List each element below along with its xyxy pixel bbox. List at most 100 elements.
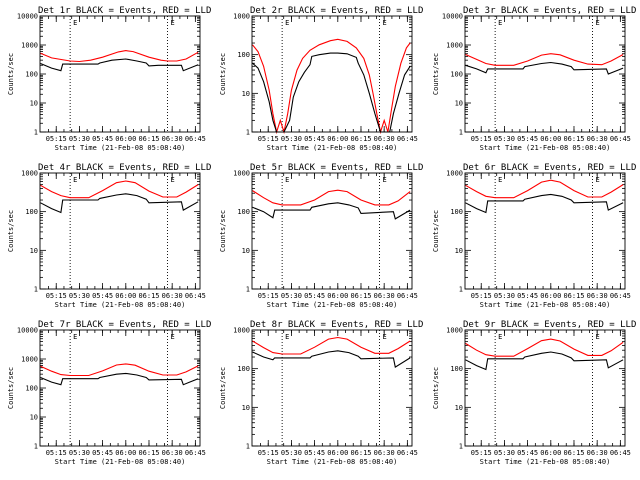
x-tick-label: 05:45 <box>92 449 113 457</box>
x-tick-label: 05:30 <box>281 449 302 457</box>
event-marker-label: E <box>73 19 77 27</box>
x-axis-label: Start Time (21-Feb-08 05:08:40) <box>55 144 186 152</box>
panel-title: Det 2r BLACK = Events, RED = LLD <box>250 6 423 16</box>
x-axis-label: Start Time (21-Feb-08 05:08:40) <box>267 458 398 466</box>
x-tick-label: 05:15 <box>471 449 492 457</box>
event-marker-label: E <box>383 176 387 184</box>
x-axis-label: Start Time (21-Feb-08 05:08:40) <box>55 458 186 466</box>
x-axis-label: Start Time (21-Feb-08 05:08:40) <box>55 301 186 309</box>
x-tick-label: 06:30 <box>587 449 608 457</box>
event-marker-label: E <box>73 333 77 341</box>
y-axis-label: Counts/sec <box>432 367 440 409</box>
x-tick-label: 06:30 <box>587 135 608 143</box>
x-tick-label: 05:15 <box>258 292 279 300</box>
x-tick-label: 06:00 <box>327 449 348 457</box>
y-tick-label: 10 <box>242 404 250 412</box>
x-tick-label: 05:30 <box>494 449 515 457</box>
x-tick-label: 05:45 <box>92 135 113 143</box>
y-tick-label: 100 <box>25 208 38 216</box>
series-line-events <box>40 193 199 214</box>
series-line-events <box>252 202 411 220</box>
y-tick-label: 1 <box>246 129 250 137</box>
x-tick-label: 06:15 <box>350 135 371 143</box>
x-tick-label: 05:15 <box>471 135 492 143</box>
plot-frame <box>464 172 626 290</box>
panel-det-7: Det 7r BLACK = Events, RED = LLD 1 10 100 10… <box>7 320 211 466</box>
y-tick-label: 1000 <box>21 356 38 364</box>
y-tick-label: 1000 <box>21 42 38 50</box>
panel-title: Det 5r BLACK = Events, RED = LLD <box>250 163 423 173</box>
x-tick-label: 06:15 <box>138 449 159 457</box>
series-line-lld <box>252 189 411 206</box>
x-tick-label: 06:15 <box>138 292 159 300</box>
y-tick-label: 10 <box>242 247 250 255</box>
x-tick-label: 06:00 <box>115 292 136 300</box>
x-tick-label: 06:15 <box>563 449 584 457</box>
x-tick-label: 06:00 <box>115 449 136 457</box>
x-tick-label: 05:30 <box>494 135 515 143</box>
panel-det-2: Det 2r BLACK = Events, RED = LLD 1 10 100 10… <box>219 6 423 152</box>
event-marker-label: E <box>498 333 502 341</box>
panel-det-1: Det 1r BLACK = Events, RED = LLD 1 10 100 10… <box>7 6 211 152</box>
series-line-events <box>252 350 411 368</box>
plot-frame <box>464 15 626 133</box>
x-axis-label: Start Time (21-Feb-08 05:08:40) <box>267 144 398 152</box>
x-tick-label: 06:45 <box>610 292 631 300</box>
x-tick-label: 06:00 <box>540 292 561 300</box>
x-tick-label: 05:45 <box>304 292 325 300</box>
event-marker-label: E <box>285 19 289 27</box>
event-marker-label: E <box>596 333 600 341</box>
series-line-events <box>252 52 411 133</box>
event-marker-label: E <box>383 19 387 27</box>
event-marker-label: E <box>171 333 175 341</box>
plot-frame <box>251 329 413 447</box>
y-tick-label: 1000 <box>446 327 463 335</box>
x-tick-label: 06:45 <box>185 292 206 300</box>
y-tick-label: 10000 <box>17 13 38 21</box>
panel-det-6: Det 6r BLACK = Events, RED = LLD 1 10 100 10… <box>432 163 636 309</box>
y-tick-label: 10 <box>30 414 38 422</box>
panel-title: Det 9r BLACK = Events, RED = LLD <box>463 320 636 330</box>
x-tick-label: 05:45 <box>517 135 538 143</box>
x-tick-label: 06:30 <box>162 292 183 300</box>
x-tick-label: 06:00 <box>540 449 561 457</box>
series-line-lld <box>252 336 411 355</box>
event-marker-label: E <box>498 19 502 27</box>
y-tick-label: 10000 <box>17 327 38 335</box>
y-tick-label: 1 <box>34 129 38 137</box>
y-axis-label: Counts/sec <box>219 53 227 95</box>
event-marker-label: E <box>285 333 289 341</box>
x-tick-label: 06:45 <box>185 135 206 143</box>
x-tick-label: 06:15 <box>138 135 159 143</box>
y-tick-label: 1000 <box>446 42 463 50</box>
y-tick-label: 1 <box>459 129 463 137</box>
event-marker-label: E <box>596 19 600 27</box>
x-tick-label: 06:30 <box>162 135 183 143</box>
y-axis-label: Counts/sec <box>7 210 15 252</box>
series-line-lld <box>465 53 624 66</box>
series-line-events <box>465 193 624 214</box>
y-tick-label: 1000 <box>21 170 38 178</box>
y-tick-label: 1 <box>246 286 250 294</box>
y-tick-label: 1000 <box>233 327 250 335</box>
series-line-lld <box>40 180 199 199</box>
series-line-events <box>40 372 199 386</box>
y-axis-label: Counts/sec <box>219 367 227 409</box>
x-axis-label: Start Time (21-Feb-08 05:08:40) <box>480 144 611 152</box>
y-axis-label: Counts/sec <box>432 53 440 95</box>
plot-frame <box>251 172 413 290</box>
y-tick-label: 10000 <box>442 13 463 21</box>
panel-det-9: Det 9r BLACK = Events, RED = LLD 1 10 100 10… <box>432 320 636 466</box>
y-tick-label: 100 <box>450 71 463 79</box>
x-tick-label: 06:00 <box>540 135 561 143</box>
series-line-lld <box>40 363 199 377</box>
x-tick-label: 05:15 <box>46 292 67 300</box>
x-tick-label: 06:15 <box>350 292 371 300</box>
y-tick-label: 10 <box>30 247 38 255</box>
panel-title: Det 3r BLACK = Events, RED = LLD <box>463 6 636 16</box>
x-tick-label: 05:15 <box>258 135 279 143</box>
y-tick-label: 100 <box>450 208 463 216</box>
plot-frame <box>39 329 201 447</box>
event-marker-label: E <box>73 176 77 184</box>
